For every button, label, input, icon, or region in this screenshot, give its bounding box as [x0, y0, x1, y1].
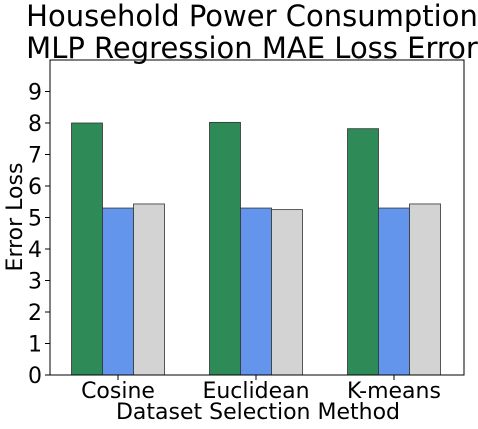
y-tick-label: 6	[28, 175, 42, 200]
y-axis-label: Error Loss	[3, 163, 28, 272]
x-axis-ticks: Cosine Euclidean K-means	[81, 375, 441, 404]
bar-cosine-series-1	[71, 122, 103, 376]
y-tick-label: 4	[28, 238, 42, 263]
bars-group	[71, 121, 441, 376]
x-axis-label: Dataset Selection Method	[116, 400, 400, 425]
y-tick-label: 8	[28, 112, 42, 137]
y-tick-label: 9	[28, 81, 42, 106]
y-tick-label: 2	[28, 301, 42, 326]
y-tick-label: 3	[28, 270, 42, 295]
x-tick-label-euclidean: Euclidean	[202, 379, 309, 404]
y-tick-label: 1	[28, 333, 42, 358]
y-tick-label: 5	[28, 207, 42, 232]
bar-k-means-series-2	[378, 207, 410, 376]
y-axis-ticks: 0 1 2 3 4 5 6 7 8 9	[28, 81, 50, 389]
y-tick-label: 7	[28, 144, 42, 169]
y-tick-label: 0	[28, 364, 42, 389]
x-tick-label-k-means: K-means	[347, 379, 441, 404]
bar-cosine-series-2	[102, 207, 134, 376]
bar-k-means-series-1	[347, 128, 379, 376]
x-tick-label-cosine: Cosine	[81, 379, 155, 404]
chart-title-line-1: Household Power Consumption	[26, 0, 478, 33]
chart-title-line-2: MLP Regression MAE Loss Error	[26, 31, 478, 65]
bar-euclidean-series-1	[209, 121, 241, 376]
bar-euclidean-series-2	[240, 207, 272, 376]
bar-k-means-series-3	[409, 203, 441, 376]
plot-area-frame	[49, 59, 465, 376]
bar-euclidean-series-3	[271, 209, 303, 376]
bar-cosine-series-3	[133, 203, 165, 376]
